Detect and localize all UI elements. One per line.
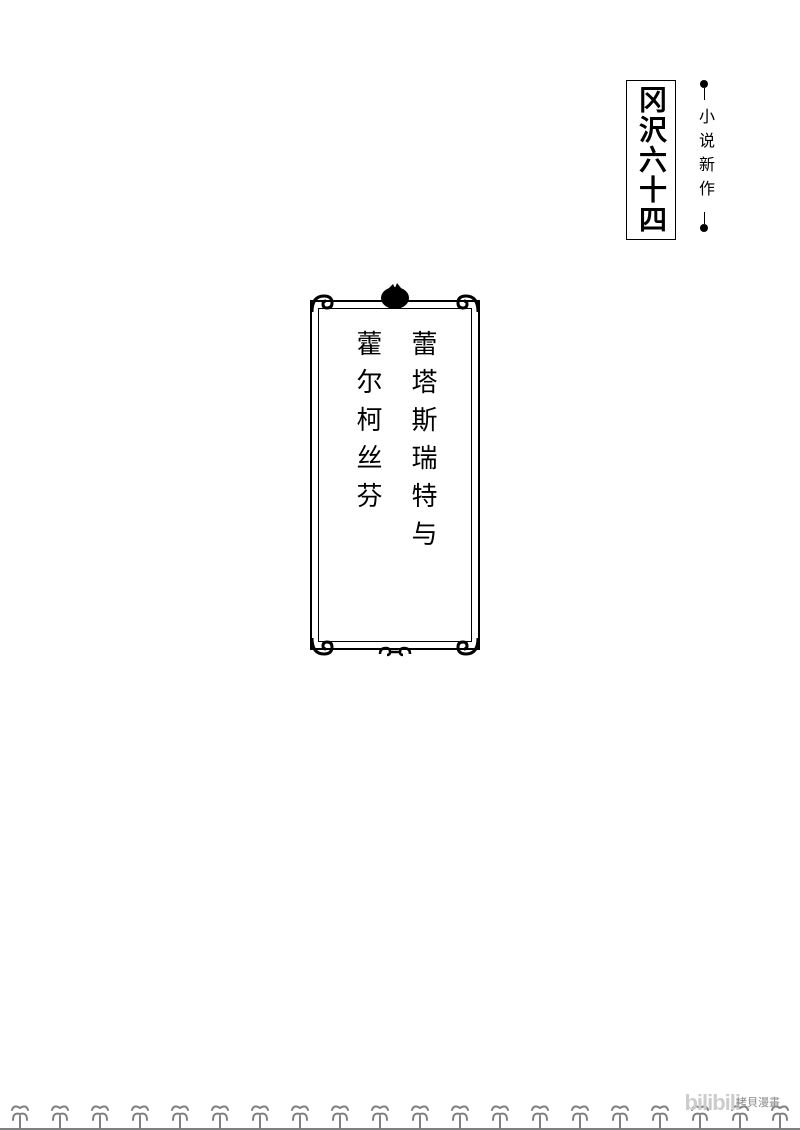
scroll-top-right <box>454 288 480 314</box>
header-box: 冈沢六十四 小说新作 <box>626 80 720 240</box>
watermark-logo: bilibili <box>684 1090 740 1116</box>
watermark-text: 拷貝漫畫 <box>736 1094 780 1110</box>
header-subtitle-col: 小说新作 <box>688 80 720 240</box>
tomato-ornament <box>375 278 415 310</box>
author-name: 冈沢六十四 <box>626 80 676 240</box>
bottom-scroll-ornament <box>370 644 420 664</box>
scroll-bottom-right <box>454 636 480 662</box>
title-text-container: 蕾塔斯瑞特与 藿尔柯丝芬 <box>290 330 500 620</box>
title-line-2: 藿尔柯丝芬 <box>349 330 386 620</box>
dot-top <box>700 80 708 88</box>
vline <box>704 212 705 224</box>
scroll-bottom-left <box>310 636 336 662</box>
grass-border <box>0 1098 800 1130</box>
subtitle-text: 小说新作 <box>688 100 720 212</box>
title-line-1: 蕾塔斯瑞特与 <box>404 330 441 620</box>
header-title-col: 冈沢六十四 <box>626 80 676 240</box>
title-frame: 蕾塔斯瑞特与 藿尔柯丝芬 <box>290 280 500 670</box>
vline <box>704 88 705 100</box>
dot-bottom <box>700 224 708 232</box>
scroll-top-left <box>310 288 336 314</box>
